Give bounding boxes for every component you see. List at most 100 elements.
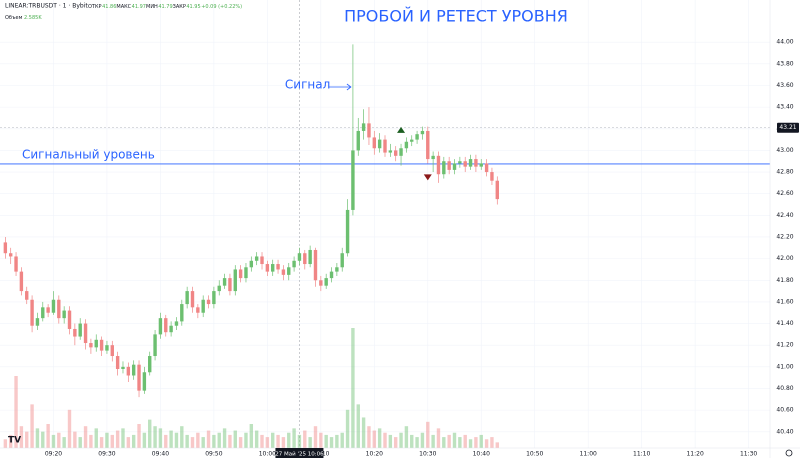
volume-bar: [148, 419, 152, 448]
candle-body: [67, 310, 72, 329]
volume-bar: [361, 417, 366, 448]
volume-bar: [217, 432, 221, 448]
candle-body: [361, 123, 366, 131]
volume-bar: [345, 409, 350, 448]
candle-body: [292, 260, 296, 268]
volume-bar: [292, 428, 296, 448]
candle-body: [158, 318, 163, 335]
volume-bar: [474, 437, 478, 448]
volume-pane: [3, 328, 499, 448]
candle-body: [415, 134, 419, 140]
volume-bar: [180, 426, 184, 448]
settings-icon[interactable]: [785, 449, 793, 457]
x-tick-label: 10:30: [419, 451, 436, 458]
volume-bar: [244, 432, 248, 448]
volume-bar: [415, 437, 419, 448]
candle-body: [377, 139, 382, 149]
candle-body: [351, 150, 355, 210]
volume-bar: [190, 437, 195, 448]
ohlc-legend: ОТКР41.86МАКС41.97МИН41.79ЗАКР41.95+0.09…: [88, 4, 242, 10]
candle-body: [303, 253, 307, 265]
volume-bar: [89, 434, 93, 448]
last-price-badge: [777, 122, 799, 133]
last-price-label: 43.21: [779, 124, 796, 131]
candle-body: [169, 325, 173, 333]
candle-body: [228, 278, 232, 292]
volume-bar: [426, 421, 430, 448]
candle-body: [254, 256, 259, 261]
volume-bar: [324, 434, 328, 448]
candle-body: [372, 137, 377, 149]
candle-body: [271, 264, 275, 272]
volume-bar: [14, 376, 18, 448]
volume-bar: [196, 432, 200, 448]
volume-bar: [442, 437, 446, 448]
volume-bar: [35, 428, 40, 448]
candle-body: [137, 364, 141, 391]
volume-bar: [393, 437, 398, 448]
candle-body: [164, 318, 168, 333]
volume-bar: [62, 437, 66, 448]
candle-body: [78, 323, 82, 337]
volume-legend: Объем 2.585K: [5, 15, 42, 21]
volume-bar: [228, 434, 232, 448]
volume-bar: [388, 434, 393, 448]
candle-body: [62, 310, 66, 319]
volume-bar: [41, 431, 45, 448]
volume-bar: [67, 409, 72, 448]
signal-marker: [423, 174, 432, 181]
y-tick-label: 42.40: [776, 212, 793, 219]
signal-marker: [397, 126, 406, 133]
candle-body: [126, 366, 131, 376]
volume-bar: [287, 432, 291, 448]
volume-bar: [372, 430, 377, 448]
symbol: LINEAR:TRBUSDT · 1 · Bybit: [5, 3, 88, 10]
candle-body: [308, 249, 312, 265]
y-tick-label: 43.60: [776, 82, 793, 89]
candle-body: [41, 307, 45, 319]
volume-bar: [367, 426, 371, 448]
candle-body: [383, 139, 387, 153]
candle-body: [410, 139, 414, 142]
volume-bar: [158, 428, 163, 448]
candle-body: [276, 264, 280, 270]
candle-body: [99, 339, 104, 351]
candle-body: [287, 267, 291, 275]
volume-bar: [340, 432, 344, 448]
ohlc-label: ЗАКР: [173, 4, 186, 10]
volume-bar: [313, 426, 318, 448]
volume-bar: [377, 428, 382, 448]
candle-body: [442, 161, 446, 175]
volume-bar: [115, 430, 120, 448]
volume-bar: [238, 437, 243, 448]
x-tick-label: 10:00: [259, 451, 276, 458]
y-tick-label: 42.00: [776, 255, 793, 262]
y-tick-label: 41.00: [776, 363, 793, 370]
volume-bar: [297, 434, 302, 448]
volume-bar: [25, 431, 29, 448]
candle-body: [458, 161, 462, 164]
volume-bar: [30, 404, 34, 448]
candle-body: [335, 267, 339, 272]
candle-body: [324, 278, 328, 286]
volume-bar: [8, 434, 13, 448]
volume-bar: [265, 437, 270, 448]
candle-body: [340, 253, 344, 268]
candle-body: [94, 339, 98, 348]
candle-body: [281, 269, 286, 275]
volume-bar: [3, 439, 8, 448]
candle-body: [57, 299, 61, 319]
volume-bar: [19, 426, 24, 448]
volume-bar: [249, 424, 254, 448]
logo: TV: [8, 436, 21, 446]
volume-bar: [206, 430, 211, 448]
candle-body: [367, 123, 371, 138]
candle-body: [35, 318, 40, 326]
candle-body: [297, 253, 302, 261]
volume-bar: [260, 434, 264, 448]
ohlc-label: МАКС: [116, 4, 131, 10]
candle-body: [319, 280, 323, 286]
candle-body: [212, 291, 216, 305]
